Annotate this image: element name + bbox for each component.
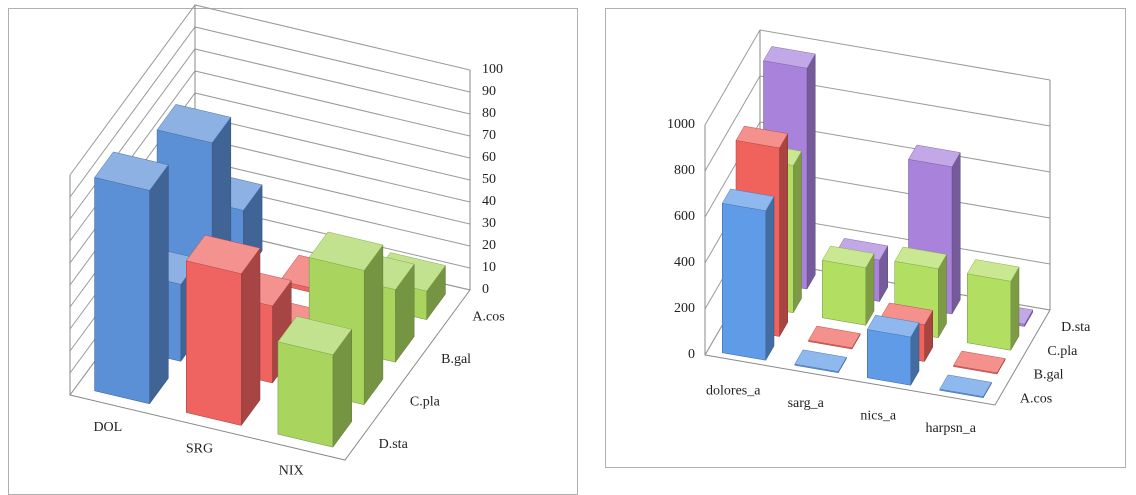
bar-side — [149, 164, 169, 405]
bar-top — [866, 314, 920, 338]
bar-top — [735, 125, 789, 149]
bar-top — [185, 234, 261, 274]
depth-tick-label: D.sta — [1061, 320, 1091, 335]
y-tick-label: 0 — [688, 347, 695, 362]
x-tick-label: dolores_a — [706, 383, 761, 398]
bar-front — [867, 329, 911, 386]
depth-tick-label: D.sta — [379, 437, 409, 452]
x-tick-label: DOL — [93, 420, 122, 435]
bar-front — [277, 341, 334, 448]
bar — [966, 259, 1020, 352]
bar-top — [277, 315, 353, 356]
bar-top — [156, 104, 232, 144]
bar — [939, 374, 992, 399]
depth-tick-label: B.gal — [441, 352, 471, 367]
bar — [185, 234, 261, 427]
bar-top — [908, 144, 961, 168]
y-tick-label: 800 — [674, 163, 695, 178]
grid-line — [704, 29, 1051, 126]
y-tick-label: 0 — [482, 282, 489, 297]
x-tick-label: sarg_a — [788, 396, 825, 411]
bar-side — [951, 151, 961, 315]
y-tick-label: 100 — [482, 62, 503, 77]
bar-top — [308, 231, 384, 271]
bar-top — [94, 151, 169, 191]
y-tick-label: 600 — [674, 209, 695, 224]
bar — [808, 325, 861, 350]
bar-top — [966, 259, 1020, 282]
bar-side — [806, 53, 816, 290]
y-tick-label: 20 — [482, 238, 496, 253]
y-tick-label: 90 — [482, 84, 496, 99]
y-tick-label: 400 — [674, 255, 695, 270]
bar — [821, 245, 875, 327]
depth-tick-label: C.pla — [410, 394, 441, 409]
depth-tick-label: C.pla — [1047, 344, 1078, 359]
bar-side — [363, 244, 384, 406]
x-tick-label: harpsn_a — [925, 421, 976, 436]
bar-top — [794, 349, 847, 372]
bar-top — [894, 246, 947, 270]
bar-top — [721, 188, 775, 212]
bar-side — [793, 150, 802, 314]
bar-top — [763, 46, 816, 69]
bar-front — [822, 259, 866, 326]
bar — [277, 315, 353, 448]
depth-tick-label: B.gal — [1034, 368, 1064, 383]
panel-frame — [605, 8, 1126, 468]
depth-tick-label: A.cos — [472, 309, 504, 324]
depth-tick-label: A.cos — [1020, 391, 1052, 406]
y-tick-label: 10 — [482, 260, 496, 275]
bar — [794, 349, 847, 374]
bar — [94, 151, 169, 405]
x-tick-label: NIX — [279, 463, 304, 478]
y-tick-label: 60 — [482, 150, 496, 165]
grid-line — [69, 4, 471, 176]
y-tick-label: 70 — [482, 128, 496, 143]
y-tick-label: 200 — [674, 301, 695, 316]
x-tick-label: SRG — [186, 442, 213, 457]
bar-side — [779, 132, 788, 338]
y-tick-label: 1000 — [667, 117, 695, 132]
bar-top — [808, 325, 861, 349]
y-tick-label: 80 — [482, 106, 496, 121]
bar-side — [765, 195, 775, 362]
bar-top — [939, 374, 992, 397]
bar — [866, 314, 920, 387]
bar-front — [94, 177, 150, 405]
bar-front — [967, 273, 1011, 351]
bar — [721, 188, 775, 362]
y-tick-label: 40 — [482, 194, 496, 209]
bar — [953, 350, 1006, 375]
bar-top — [953, 350, 1006, 374]
y-tick-label: 30 — [482, 216, 496, 231]
bar-front — [186, 260, 242, 426]
bar-front — [722, 202, 766, 361]
y-tick-label: 50 — [482, 172, 496, 187]
x-tick-label: nics_a — [860, 408, 897, 423]
bar-top — [821, 245, 875, 269]
bar-side — [241, 247, 261, 427]
